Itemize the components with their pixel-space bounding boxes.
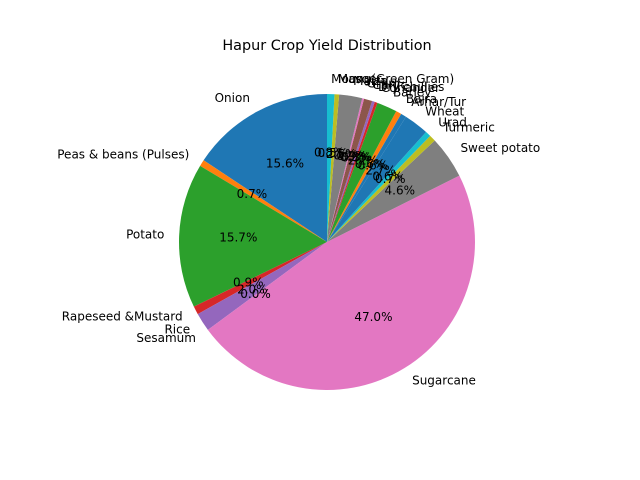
slice-label-sesamum: Sesamum — [136, 331, 196, 345]
slice-label-maize: Maize — [353, 74, 388, 88]
pie-slice-masoor — [327, 94, 340, 242]
slice-label-barley: Barley — [393, 86, 431, 100]
slice-percentage-moong-green-gram: 0.8% — [314, 146, 345, 160]
slice-label-moong-green-gram: Moong(Green Gram) — [331, 72, 454, 86]
slice-label-peas-beans-pulses: Peas & beans (Pulses) — [57, 148, 189, 162]
pie-slice-gram — [327, 98, 365, 242]
pie-slice-sweet-potato — [327, 140, 460, 242]
slice-percentage-wheat: 2.7% — [365, 164, 396, 178]
slice-percentage-urad: 0.6% — [372, 170, 403, 184]
slice-percentage-gram: 0.2% — [333, 148, 364, 162]
pie-slice-turmeric — [327, 135, 435, 242]
pie-slice-coriander — [327, 101, 378, 242]
pie-slice-dry-chillies — [327, 101, 375, 242]
pie-slice-rapeseed-mustard — [193, 242, 327, 315]
slice-percentage-masoor: 0.5% — [318, 146, 349, 160]
slice-label-potato: Potato — [126, 227, 164, 241]
pie-slice-peas-beans-pulses — [200, 160, 327, 242]
slice-label-sweet-potato: Sweet potato — [460, 141, 540, 155]
slice-percentage-dry-chillies: 0.3% — [340, 150, 371, 164]
slice-percentage-onion: 15.6% — [266, 156, 304, 170]
slice-label-rapeseed-mustard: Rapeseed &Mustard — [62, 310, 183, 324]
slice-label-gram: Gram — [367, 77, 400, 91]
slice-percentage-potato: 15.7% — [219, 231, 257, 245]
slice-label-bajra: Bajra — [406, 92, 437, 106]
slice-percentage-sweet-potato: 4.6% — [385, 184, 416, 198]
slice-percentage-rapeseed-mustard: 0.9% — [233, 276, 264, 290]
pie-slice-garlic — [327, 98, 373, 243]
slice-label-masoor: Masoor — [338, 72, 382, 86]
slice-percentages: 15.6%0.7%15.7%0.9%2.0%0.0%47.0%4.6%0.7%0… — [219, 146, 415, 324]
pie-slices — [179, 94, 476, 391]
slice-percentage-sugarcane: 47.0% — [354, 310, 392, 324]
slice-percentage-garlic: 0.9% — [336, 149, 367, 163]
slice-label-turmeric: Turmeric — [442, 120, 495, 134]
slice-percentage-turmeric: 0.7% — [375, 172, 406, 186]
slice-percentage-arhar-tur: 0.6% — [358, 159, 389, 173]
slice-label-rice: Rice — [164, 323, 190, 337]
slice-label-sugarcane: Sugarcane — [412, 373, 476, 387]
slice-percentage-coriander: 0.3% — [341, 151, 372, 165]
slice-percentage-sesamum: 0.0% — [240, 287, 271, 301]
pie-slice-maize — [327, 94, 363, 242]
slice-percentage-maize: 2.5% — [326, 147, 357, 161]
slice-label-arhar-tur: Arhar/Tur — [411, 95, 466, 109]
slice-label-urad: Urad — [438, 116, 467, 130]
pie-slice-urad — [327, 132, 431, 242]
pie-slice-wheat — [327, 116, 427, 242]
slice-percentage-barley: 2.2% — [348, 153, 379, 167]
pie-slice-barley — [327, 102, 397, 242]
pie-slice-arhar-tur — [327, 113, 406, 242]
pie-slice-bajra — [327, 111, 402, 242]
slice-label-wheat: Wheat — [425, 105, 464, 119]
slice-label-dry-chillies: Dry chillies — [378, 80, 444, 94]
slice-label-onion: Onion — [215, 91, 250, 105]
pie-slice-sugarcane — [207, 175, 476, 391]
pie-slice-moong-green-gram — [327, 94, 335, 242]
chart-title: Hapur Crop Yield Distribution — [222, 38, 431, 54]
slice-labels: Onion Peas & beans (Pulses) Potato Rapeseed… — [57, 72, 540, 388]
slice-percentage-rice: 2.0% — [237, 283, 268, 297]
pie-slice-potato — [179, 165, 327, 307]
slice-percentage-peas-beans-pulses: 0.7% — [237, 187, 268, 201]
slice-percentage-bajra: 0.6% — [355, 157, 386, 171]
pie-slice-onion — [203, 94, 327, 242]
slice-label-garlic: Garlic — [372, 78, 407, 92]
slice-label-coriander: Coriander — [381, 81, 440, 95]
pie-slice-rice — [197, 242, 327, 330]
